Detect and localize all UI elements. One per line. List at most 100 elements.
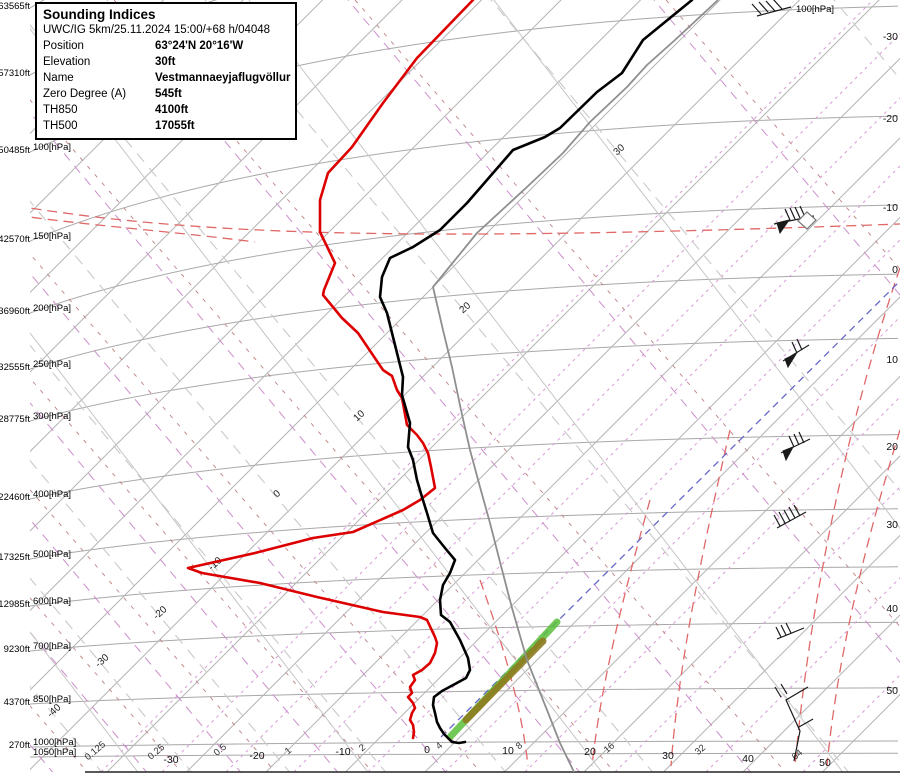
adiabat-label: 0: [272, 488, 284, 500]
dry-adiabat-plum-dashed: [30, 111, 581, 772]
isotherm-line: [30, 0, 244, 214]
isotherm-line: [265, 137, 900, 772]
pressure-label: 400[hPa]: [33, 489, 71, 500]
mixing-ratio-line: [705, 577, 900, 772]
isotherm-line: [106, 0, 880, 772]
dry-adiabat-plum-dashed: [30, 272, 447, 772]
dewpoint-curve: [186, 0, 475, 740]
adiabat-label: 20: [458, 300, 474, 316]
parcel-curve: [432, 0, 719, 773]
moist-adiabat-line: [30, 207, 900, 235]
isotherm-line: [30, 0, 324, 294]
isobar-line: [30, 740, 899, 748]
wind-barb: [780, 431, 811, 462]
adiabat-label: -20: [151, 604, 169, 622]
dry-adiabat-plum-dashed: [30, 402, 339, 772]
moist-adiabat-brown-short-dash: [30, 489, 276, 772]
solid-grey-diagonal: [248, 0, 844, 772]
isotherm-right-label: 40: [886, 603, 898, 615]
isotherm-bottom-label: -10: [335, 746, 350, 758]
pressure-label: 250[hPa]: [33, 359, 71, 370]
moist-adiabat-line: [794, 267, 900, 767]
highlighted-layer-olive: [462, 637, 547, 724]
isotherm-line: [503, 375, 900, 772]
pressure-label: 300[hPa]: [33, 411, 71, 422]
mixing-ratio-label: 0.125: [83, 739, 108, 763]
panel-row-position: Position 63°24'N 20°16'W: [43, 38, 289, 54]
mixing-ratio-line: [367, 239, 900, 772]
isotherm-bottom-label: 30: [662, 750, 674, 762]
altitude-label: 22460ft: [0, 492, 30, 503]
altitude-label: 17325ft: [0, 552, 30, 563]
pressure-label: 1050[hPa]: [33, 747, 76, 758]
wind-barb: [773, 205, 817, 235]
mixing-ratio-line: [161, 33, 900, 772]
row-label: Elevation: [43, 56, 91, 68]
mixing-ratio-label: 32: [693, 742, 708, 757]
altitude-label: 12985ft: [0, 599, 30, 610]
pressure-label: 1000[hPa]: [33, 737, 76, 748]
row-value: 545ft: [155, 88, 182, 100]
isobar-line: [30, 434, 899, 500]
isotherm-bottom-label: 0: [424, 744, 430, 756]
pressure-label: 850[hPa]: [33, 694, 71, 705]
panel-row-zero-degree: Zero Degree (A) 545ft: [43, 86, 289, 102]
row-value: 30ft: [155, 56, 176, 68]
row-label: Name: [43, 72, 74, 84]
isobar-100hpa-top-label: 100[hPa]: [796, 4, 834, 15]
row-value: 17055ft: [155, 120, 195, 132]
altitude-label: 28775ft: [0, 414, 30, 425]
row-value: Vestmannaeyjaflugvöllur: [155, 72, 291, 84]
isotherm-right-label: -10: [883, 202, 898, 214]
mixing-ratio-label: 8: [514, 740, 525, 752]
isobar-line: [30, 337, 899, 422]
isotherm-bottom-label: 10: [502, 745, 514, 757]
mixing-ratio-line: [100, 0, 874, 772]
isobar-line: [30, 752, 899, 758]
moist-adiabat-line: [479, 579, 529, 767]
isobar-line: [30, 687, 899, 705]
altitude-label: 9230ft: [4, 644, 31, 655]
row-label: TH500: [43, 120, 78, 132]
sounding-indices-panel: Sounding Indices UWC/IG 5km/25.11.2024 1…: [35, 2, 297, 140]
isotherm-line: [185, 57, 900, 772]
altitude-label: 36960ft: [0, 306, 30, 317]
solid-grey-diagonal: [30, 332, 369, 772]
altitude-label: 4370ft: [4, 697, 31, 708]
dry-adiabat-plum-dashed: [106, 0, 752, 772]
isotherm-line: [424, 296, 900, 772]
isotherm-right-label: 10: [886, 354, 898, 366]
wind-barb: [775, 622, 805, 640]
pressure-label: 200[hPa]: [33, 303, 71, 314]
wind-barb: [751, 0, 792, 17]
isobar-line: [30, 204, 899, 314]
moist-adiabat-line: [670, 429, 731, 767]
pressure-label: 700[hPa]: [33, 641, 71, 652]
isotherm-right-label: 0: [892, 264, 898, 276]
wind-barb: [773, 504, 807, 529]
pressure-label: 100[hPa]: [33, 142, 71, 153]
adiabat-label: -30: [93, 652, 111, 670]
isotherm-bottom-label: 40: [742, 753, 754, 765]
panel-row-elevation: Elevation 30ft: [43, 54, 289, 70]
isotherm-line: [583, 455, 900, 772]
row-value: 63°24'N 20°16'W: [155, 40, 244, 52]
mixing-ratio-label: 4: [434, 740, 445, 752]
isotherm-bottom-label: 50: [819, 757, 831, 769]
pressure-label: 500[hPa]: [33, 549, 71, 560]
panel-row-th500: TH500 17055ft: [43, 118, 289, 134]
isotherm-bottom-label: -30: [163, 754, 178, 766]
mixing-ratio-label: 1: [283, 745, 294, 757]
mixing-ratio-label: 64: [790, 747, 805, 762]
moist-adiabat-line: [826, 429, 900, 767]
mixing-ratio-line: [524, 396, 900, 772]
altitude-label: 32555ft: [0, 362, 30, 373]
